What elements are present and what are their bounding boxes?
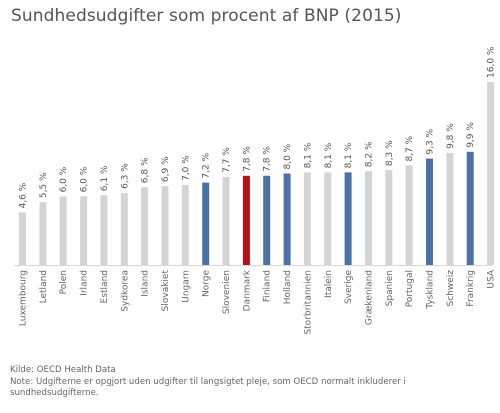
bar — [283, 173, 291, 265]
data-label: 16,0 % — [487, 46, 497, 78]
category-label: Frankrig — [466, 270, 476, 307]
data-label: 9,9 % — [466, 122, 476, 148]
bar — [100, 195, 108, 265]
data-label: 5,5 % — [39, 172, 49, 198]
bar — [365, 171, 372, 265]
data-label: 6,0 % — [59, 166, 69, 192]
category-label: Finland — [263, 270, 273, 302]
data-label: 7,2 % — [202, 152, 212, 178]
category-label: Polen — [59, 270, 69, 294]
bar — [120, 192, 128, 265]
bar — [487, 82, 495, 265]
note-line-1: Note: Udgifterne er opgjort uden udgifte… — [10, 376, 406, 387]
category-label: Grækenland — [365, 270, 375, 325]
data-label: 7,8 % — [263, 146, 273, 172]
data-label: 6,8 % — [141, 157, 151, 183]
bar — [181, 184, 189, 265]
category-label: Holland — [283, 270, 293, 304]
bar — [80, 196, 88, 265]
category-label: Sydkorea — [120, 270, 130, 312]
bar — [324, 172, 332, 265]
category-label: Italein — [324, 270, 334, 298]
data-label: 7,8 % — [242, 146, 252, 172]
category-label: USA — [487, 269, 497, 288]
bar — [263, 175, 271, 265]
category-label: Slovenien — [222, 270, 232, 314]
bar — [19, 212, 26, 265]
note-line-2: sundhedsudgifterne. — [10, 388, 99, 398]
bar — [39, 202, 47, 265]
bar — [242, 175, 250, 265]
bar — [59, 196, 67, 265]
category-label: Danmark — [242, 269, 252, 311]
category-label: Spanien — [385, 270, 395, 306]
bar — [385, 170, 393, 265]
category-label: Portugal — [405, 270, 415, 307]
data-label: 6,0 % — [80, 166, 90, 192]
category-label: Tyskland — [426, 270, 436, 310]
bar — [344, 172, 352, 265]
bar — [466, 151, 474, 265]
bar — [446, 152, 454, 265]
category-label: Luxembourg — [19, 270, 29, 326]
chart-footer: Kilde: OECD Health Data Note: Udgifterne… — [10, 365, 490, 400]
category-label: Slovakiet — [161, 270, 171, 312]
category-label: Ungarn — [181, 270, 191, 303]
category-label: Storbritannien — [303, 270, 313, 335]
data-label: 9,8 % — [446, 123, 456, 149]
bar — [202, 182, 210, 265]
data-label: 9,3 % — [426, 128, 436, 154]
data-label: 6,9 % — [161, 156, 171, 182]
data-label: 6,1 % — [100, 165, 110, 191]
bar — [222, 176, 230, 265]
data-label: 8,0 % — [283, 143, 293, 169]
data-label: 8,7 % — [405, 135, 415, 161]
category-label: Island — [141, 270, 151, 297]
data-label: 6,3 % — [120, 163, 130, 189]
category-label: Sverige — [344, 270, 354, 304]
category-label: Irland — [80, 270, 90, 296]
category-label: Letland — [39, 270, 49, 303]
bar — [426, 158, 433, 265]
category-label: Norge — [202, 270, 212, 297]
bar — [141, 187, 149, 265]
data-label: 7,0 % — [181, 155, 191, 181]
data-label: 8,1 % — [344, 142, 354, 168]
data-label: 8,1 % — [324, 142, 334, 168]
chart-title: Sundhedsudgifter som procent af BNP (201… — [11, 6, 402, 26]
source-note: Kilde: OECD Health Data — [10, 365, 116, 375]
data-label: 8,3 % — [385, 140, 395, 166]
bar — [303, 172, 311, 265]
data-label: 8,1 % — [303, 142, 313, 168]
bar — [161, 186, 169, 265]
data-label: 7,7 % — [222, 147, 232, 173]
category-label: Schweiz — [446, 270, 456, 307]
data-label: 4,6 % — [19, 182, 29, 208]
data-label: 8,2 % — [365, 141, 375, 167]
bar — [405, 165, 413, 265]
category-label: Estland — [100, 270, 110, 303]
